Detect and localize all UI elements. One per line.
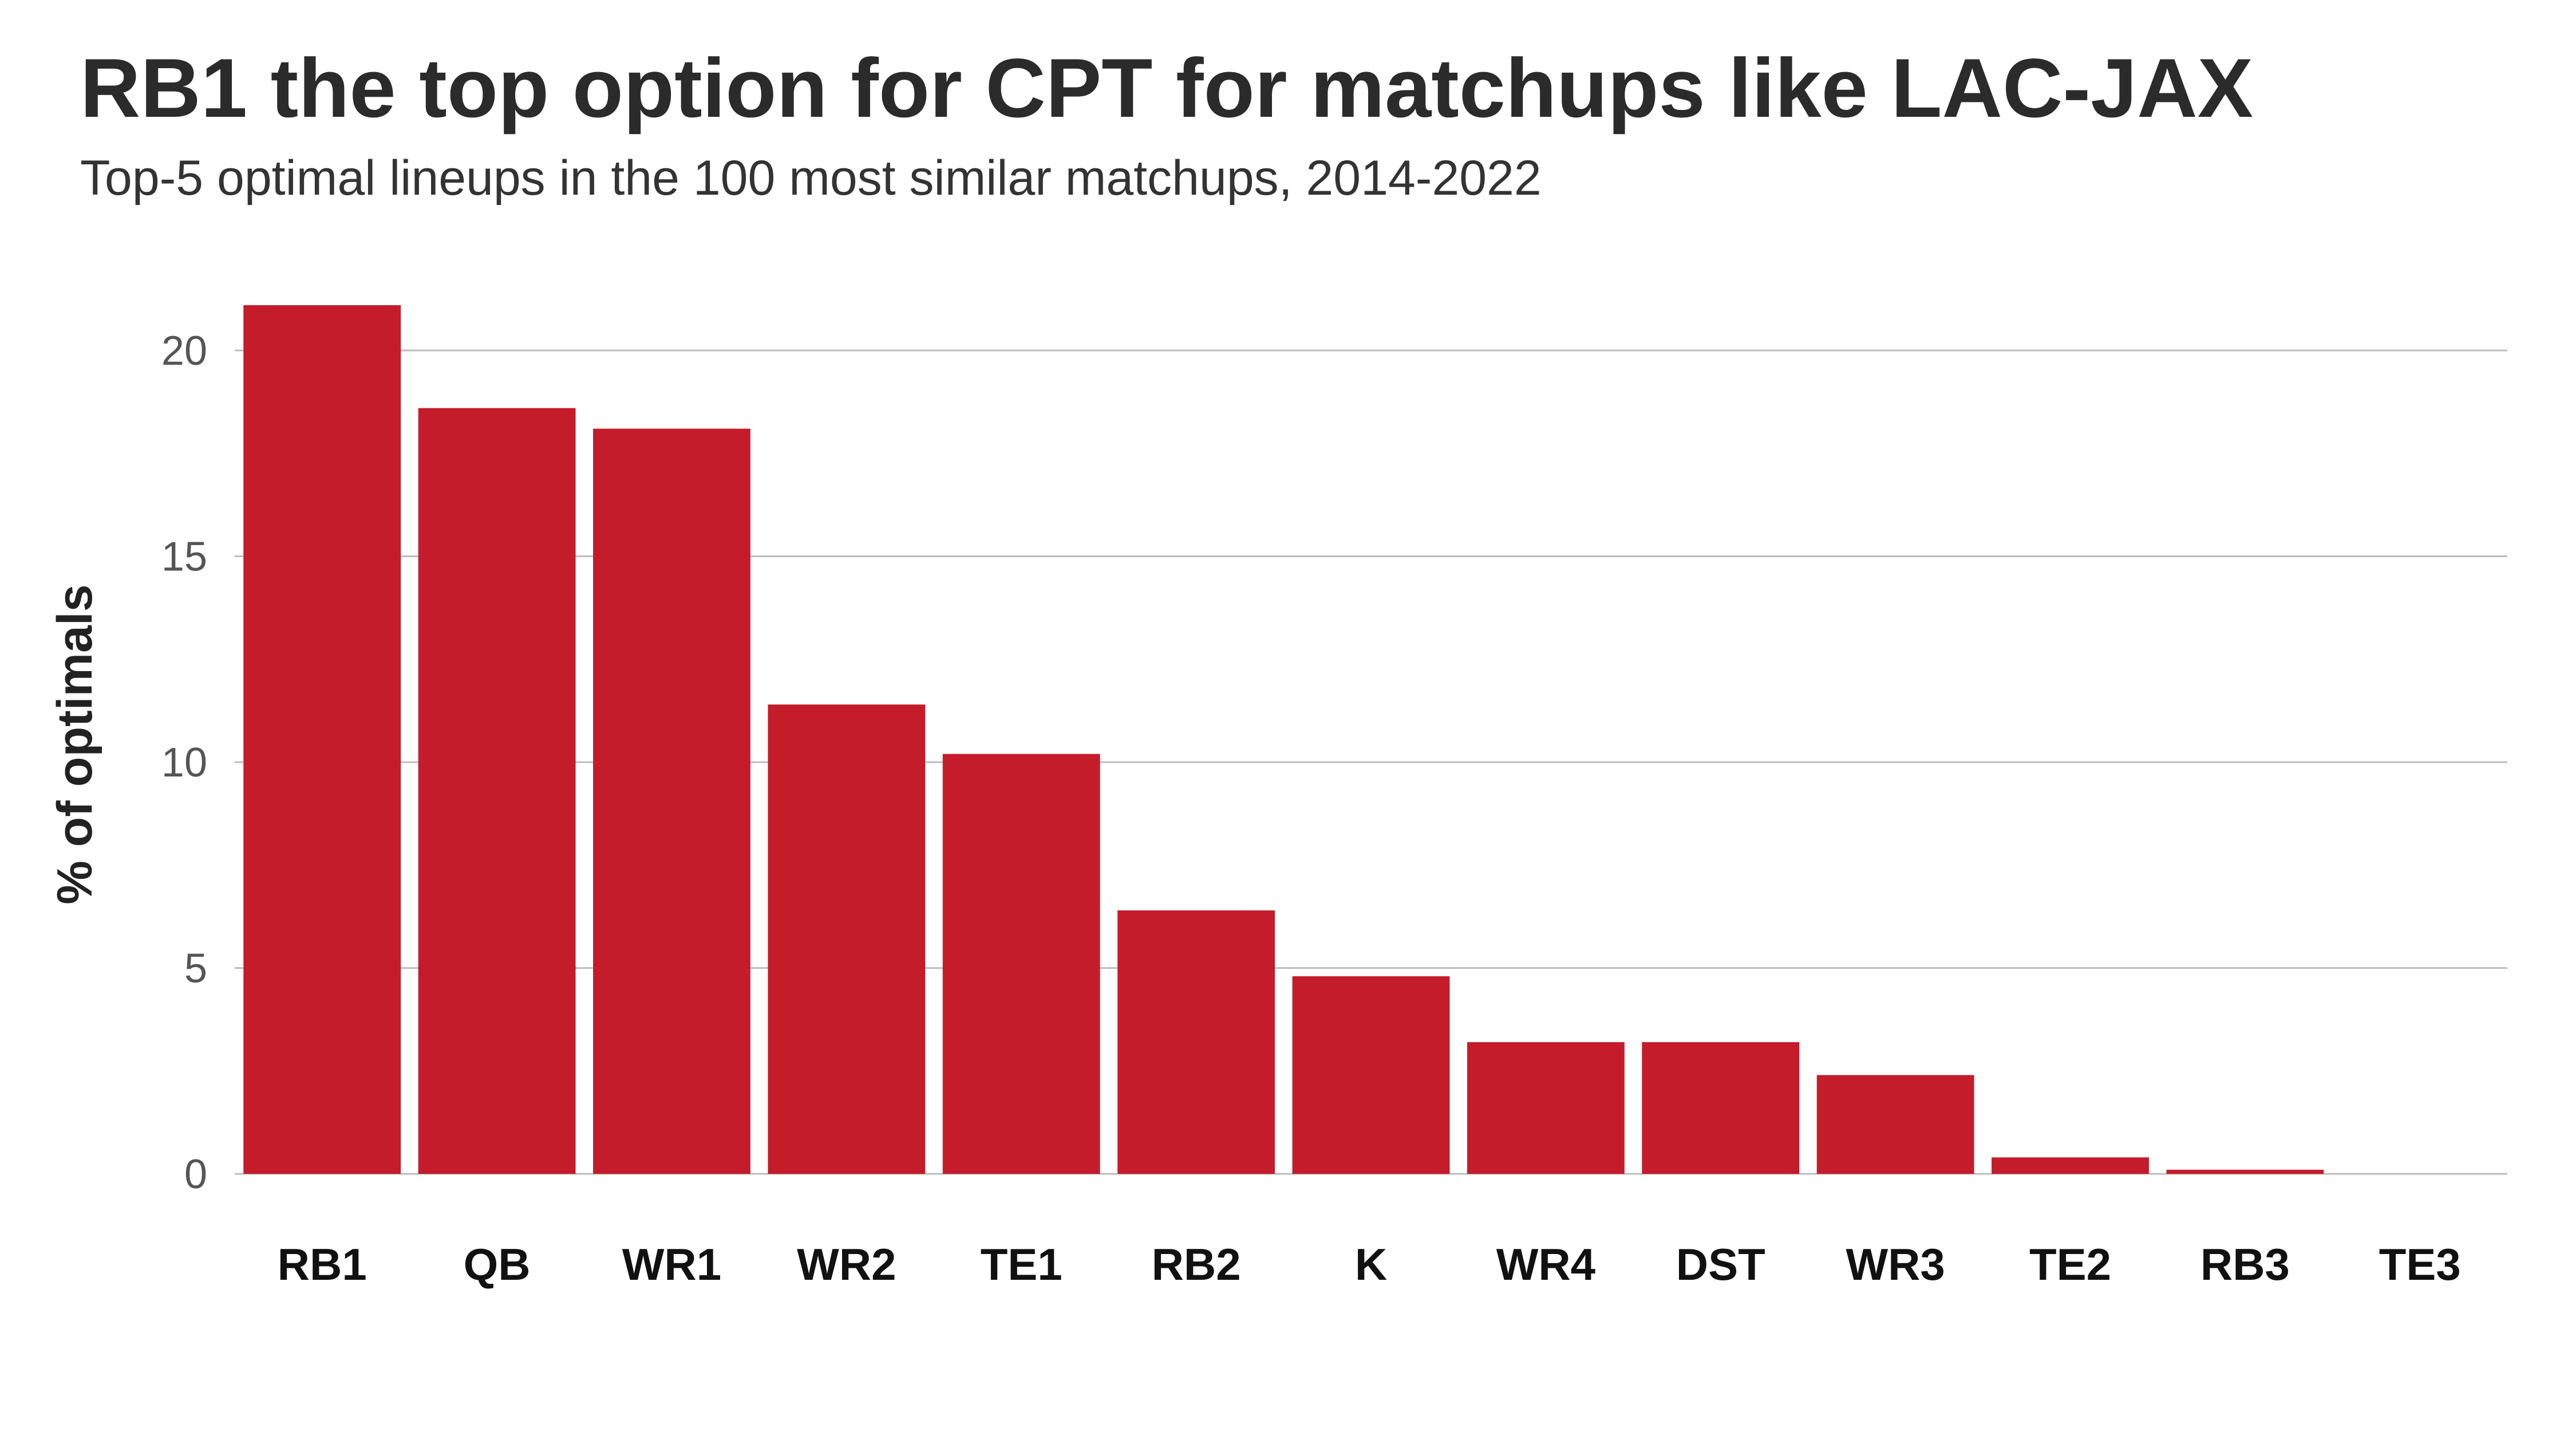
y-tick-label: 15 [161, 534, 207, 580]
y-tick-label: 5 [184, 946, 207, 992]
bar-te1 [942, 754, 1100, 1174]
x-axis-ticks: RB1 QB WR1 WR2 TE1 RB2 K WR4 DST WR3 TE2 RB3 TE3 [278, 1239, 2461, 1290]
x-tick-label-wr3: WR3 [1846, 1239, 1945, 1290]
y-tick-label: 10 [161, 740, 207, 786]
bar-rb2 [1117, 910, 1275, 1174]
bar-wr4 [1467, 1042, 1625, 1174]
bar-wr2 [768, 704, 926, 1174]
x-tick-label-dst: DST [1676, 1239, 1765, 1290]
x-tick-label-rb2: RB2 [1152, 1239, 1241, 1290]
x-tick-label-wr4: WR4 [1496, 1239, 1595, 1290]
x-tick-label-te3: TE3 [2379, 1239, 2461, 1290]
x-tick-label-rb1: RB1 [278, 1239, 367, 1290]
y-axis-label: % of optimals [48, 584, 102, 904]
x-tick-label-te2: TE2 [2029, 1239, 2111, 1290]
bar-rb3 [2166, 1169, 2324, 1174]
bar-te2 [1992, 1157, 2149, 1174]
x-tick-label-qb: QB [464, 1239, 531, 1290]
bar-k [1292, 976, 1450, 1174]
x-tick-label-k: K [1355, 1239, 1387, 1290]
bar-wr3 [1816, 1075, 1974, 1174]
x-tick-label-rb3: RB3 [2200, 1239, 2290, 1290]
chart-subtitle: Top-5 optimal lineups in the 100 most si… [80, 151, 1542, 206]
bar-qb [418, 408, 576, 1174]
bars [243, 305, 2324, 1174]
chart-title: RB1 the top option for CPT for matchups … [80, 41, 2254, 135]
y-tick-label: 20 [161, 328, 207, 374]
bar-dst [1642, 1042, 1800, 1174]
y-axis-ticks: 0 5 10 15 20 [161, 328, 207, 1197]
bar-wr1 [593, 428, 750, 1174]
x-tick-label-wr1: WR1 [622, 1239, 721, 1290]
bar-rb1 [243, 305, 401, 1174]
y-tick-label: 0 [184, 1152, 207, 1197]
x-tick-label-wr2: WR2 [797, 1239, 896, 1290]
x-tick-label-te1: TE1 [981, 1239, 1062, 1290]
